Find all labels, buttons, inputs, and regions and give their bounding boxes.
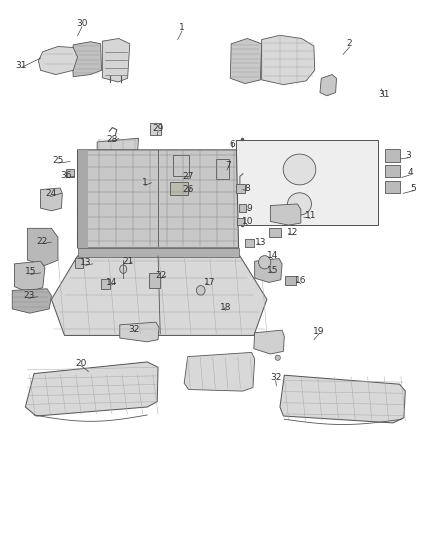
Bar [385, 149, 400, 161]
Bar [245, 239, 254, 247]
Text: 22: 22 [155, 271, 167, 280]
Bar [170, 182, 187, 195]
Text: 21: 21 [122, 257, 133, 265]
Polygon shape [25, 362, 158, 416]
Ellipse shape [275, 355, 280, 360]
Bar [150, 123, 161, 135]
Polygon shape [12, 289, 51, 313]
Text: 31: 31 [378, 90, 390, 99]
Text: 4: 4 [408, 167, 413, 176]
Polygon shape [51, 256, 267, 335]
Text: 20: 20 [75, 359, 87, 367]
Bar [268, 228, 281, 237]
Polygon shape [78, 150, 239, 248]
Text: 5: 5 [411, 183, 417, 192]
Text: 32: 32 [270, 373, 281, 382]
Polygon shape [28, 228, 58, 265]
Ellipse shape [288, 193, 311, 215]
Polygon shape [14, 261, 45, 292]
Bar [149, 273, 160, 288]
Polygon shape [41, 188, 62, 211]
Text: 18: 18 [220, 303, 231, 312]
Text: 6: 6 [229, 140, 235, 149]
Bar [173, 155, 188, 176]
Bar [74, 258, 83, 268]
Polygon shape [270, 204, 301, 225]
Bar [385, 165, 400, 177]
Text: 15: 15 [267, 266, 278, 274]
Polygon shape [39, 46, 78, 75]
Text: 15: 15 [25, 268, 36, 276]
Bar [236, 184, 245, 193]
Bar [66, 169, 74, 177]
Polygon shape [237, 140, 378, 225]
Ellipse shape [258, 256, 271, 269]
Text: 31: 31 [15, 61, 27, 69]
Polygon shape [78, 248, 239, 257]
Ellipse shape [120, 265, 127, 273]
Bar [239, 204, 247, 213]
Bar [385, 181, 400, 193]
Polygon shape [230, 38, 261, 84]
Text: 22: 22 [36, 237, 47, 246]
Text: 16: 16 [295, 276, 307, 285]
Text: 14: 14 [106, 278, 117, 287]
Polygon shape [254, 330, 284, 354]
Text: 27: 27 [183, 172, 194, 181]
Text: 14: 14 [267, 252, 278, 261]
Text: 19: 19 [313, 327, 325, 336]
Polygon shape [320, 75, 336, 96]
Text: 25: 25 [52, 156, 64, 165]
Polygon shape [72, 42, 102, 77]
Polygon shape [261, 35, 315, 85]
Text: 17: 17 [204, 278, 215, 287]
Bar [102, 279, 110, 289]
Polygon shape [184, 352, 254, 391]
Polygon shape [120, 322, 159, 342]
Polygon shape [254, 259, 282, 282]
Text: 13: 13 [254, 238, 266, 247]
Bar [285, 276, 296, 285]
Text: 1: 1 [179, 23, 185, 33]
Text: 12: 12 [287, 228, 299, 237]
Text: 23: 23 [23, 291, 35, 300]
Text: 3: 3 [406, 151, 411, 160]
Text: 24: 24 [45, 189, 56, 198]
Text: 8: 8 [244, 183, 250, 192]
Text: 9: 9 [247, 204, 252, 213]
Polygon shape [102, 38, 130, 82]
Text: 29: 29 [152, 124, 164, 133]
Text: 28: 28 [107, 135, 118, 144]
Polygon shape [78, 150, 88, 248]
Bar [237, 217, 244, 225]
Text: 1: 1 [142, 178, 148, 187]
Text: 11: 11 [305, 211, 316, 220]
Text: 26: 26 [183, 185, 194, 194]
Text: 36: 36 [60, 171, 71, 180]
Ellipse shape [196, 286, 205, 295]
Text: 30: 30 [76, 19, 88, 28]
Text: 7: 7 [225, 161, 230, 170]
Text: 2: 2 [347, 39, 353, 49]
Polygon shape [280, 375, 405, 423]
Polygon shape [97, 138, 138, 179]
Text: 13: 13 [80, 259, 91, 267]
Ellipse shape [283, 154, 316, 185]
Text: 10: 10 [241, 217, 253, 227]
Text: 32: 32 [128, 325, 140, 334]
Bar [215, 159, 230, 179]
